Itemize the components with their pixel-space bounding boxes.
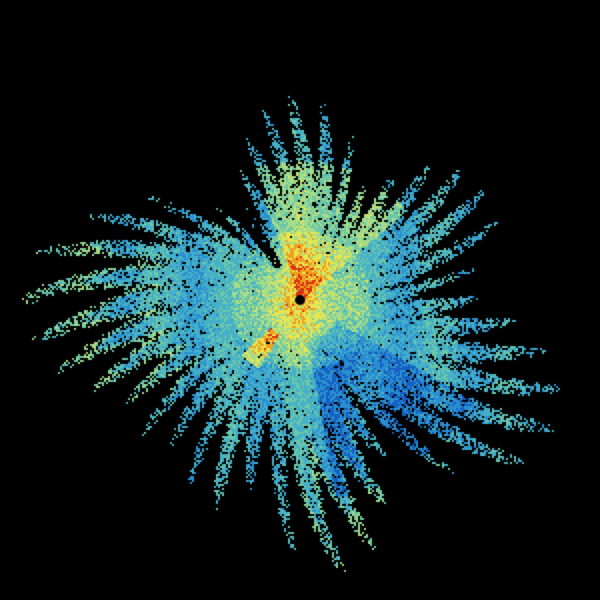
radar-sweep-image — [0, 0, 600, 600]
